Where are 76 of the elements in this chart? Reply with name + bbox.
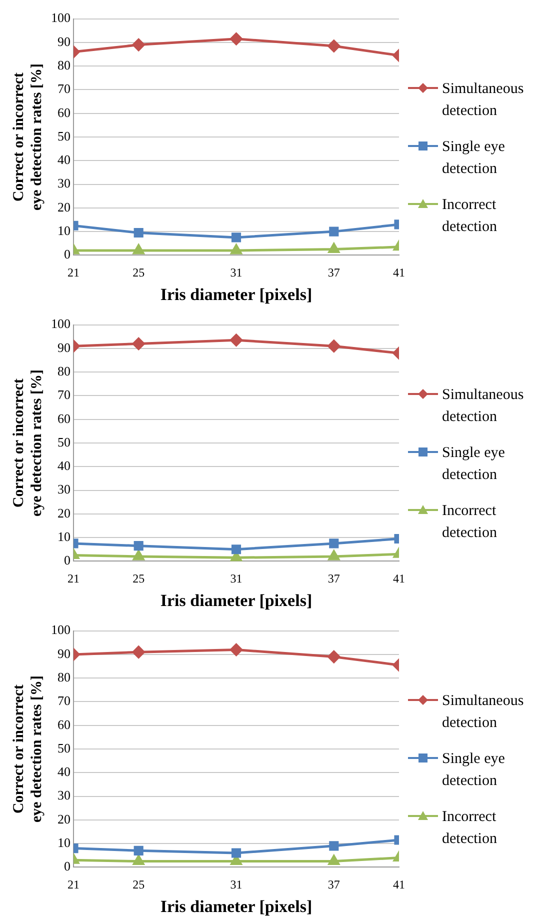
x-tick-label: 31 bbox=[230, 878, 242, 892]
point bbox=[133, 550, 144, 560]
point bbox=[328, 243, 340, 254]
y-tick-label: 10 bbox=[58, 528, 70, 544]
x-tick-label: 21 bbox=[68, 572, 80, 586]
y-tick-label: 70 bbox=[58, 81, 70, 96]
x-tick-label: 37 bbox=[328, 266, 340, 280]
y-tick-label: 100 bbox=[51, 316, 70, 332]
point bbox=[328, 550, 340, 560]
legend-label: Simultaneous detection bbox=[442, 80, 525, 121]
y-tick-label: 0 bbox=[64, 552, 70, 568]
y-axis-title: Correct or incorrect eye detection rates [%] bbox=[10, 675, 45, 823]
x-tick-label: 21 bbox=[68, 878, 80, 892]
point bbox=[133, 855, 144, 866]
y-tick-label: 80 bbox=[58, 364, 70, 378]
legend-label: Single eye detection bbox=[442, 750, 506, 791]
y-tick-label: 90 bbox=[58, 34, 70, 49]
point bbox=[230, 32, 242, 46]
x-tick-label: 25 bbox=[132, 266, 145, 280]
y-tick-label: 100 bbox=[51, 10, 70, 26]
point bbox=[230, 643, 242, 656]
legend-label: Simultaneous detection bbox=[442, 386, 525, 427]
y-tick-label: 40 bbox=[58, 152, 70, 168]
x-axis-title: Iris diameter [pixels] bbox=[160, 591, 312, 610]
x-tick-label: 25 bbox=[132, 572, 145, 586]
point bbox=[133, 244, 144, 254]
y-tick-label: 10 bbox=[58, 222, 70, 238]
y-tick-label: 20 bbox=[58, 811, 70, 826]
y-tick-label: 50 bbox=[58, 740, 70, 756]
y-tick-label: 80 bbox=[58, 670, 70, 684]
y-tick-label: 90 bbox=[58, 646, 70, 661]
point bbox=[231, 848, 242, 858]
y-tick-label: 60 bbox=[58, 104, 70, 120]
y-tick-label: 80 bbox=[58, 58, 70, 72]
x-tick-label: 21 bbox=[68, 266, 80, 280]
point bbox=[231, 544, 242, 554]
y-tick-label: 0 bbox=[64, 858, 70, 874]
legend-label: Incorrect detection bbox=[442, 502, 498, 543]
y-tick-label: 100 bbox=[51, 622, 70, 638]
y-tick-label: 40 bbox=[58, 764, 70, 780]
legend-label: Single eye detection bbox=[442, 444, 506, 485]
y-tick-label: 30 bbox=[58, 176, 70, 191]
x-tick-label: 41 bbox=[393, 572, 405, 586]
y-axis-title: Correct or incorrect eye detection rates [%] bbox=[10, 63, 45, 211]
point bbox=[230, 334, 242, 346]
y-tick-label: 30 bbox=[58, 482, 70, 497]
y-tick-label: 70 bbox=[58, 693, 70, 708]
x-tick-label: 37 bbox=[328, 878, 340, 892]
x-tick-label: 25 bbox=[132, 878, 145, 892]
y-tick-label: 60 bbox=[58, 410, 70, 426]
x-tick-label: 31 bbox=[230, 266, 242, 280]
x-tick-label: 41 bbox=[393, 266, 405, 280]
y-tick-label: 30 bbox=[58, 788, 70, 803]
y-axis-title: Correct or incorrect eye detection rates [%] bbox=[10, 369, 45, 517]
legend-label: Incorrect detection bbox=[442, 808, 498, 849]
legend-label: Simultaneous detection bbox=[442, 692, 525, 733]
y-tick-label: 90 bbox=[58, 340, 70, 355]
y-tick-label: 0 bbox=[64, 246, 70, 262]
y-tick-label: 40 bbox=[58, 458, 70, 474]
y-tick-label: 20 bbox=[58, 199, 70, 214]
point bbox=[328, 855, 340, 866]
x-tick-label: 31 bbox=[230, 572, 242, 586]
legend-label: Incorrect detection bbox=[442, 196, 498, 237]
x-axis-title: Iris diameter [pixels] bbox=[160, 285, 312, 304]
y-tick-label: 10 bbox=[58, 834, 70, 850]
point bbox=[230, 244, 242, 254]
y-tick-label: 50 bbox=[58, 434, 70, 450]
y-tick-label: 60 bbox=[58, 716, 70, 732]
point bbox=[231, 232, 242, 242]
x-tick-label: 41 bbox=[393, 878, 405, 892]
x-tick-label: 37 bbox=[328, 572, 340, 586]
x-axis-title: Iris diameter [pixels] bbox=[160, 897, 312, 916]
y-tick-label: 70 bbox=[58, 387, 70, 402]
legend-label: Single eye detection bbox=[442, 138, 506, 179]
y-tick-label: 50 bbox=[58, 128, 70, 144]
y-tick-label: 20 bbox=[58, 505, 70, 520]
